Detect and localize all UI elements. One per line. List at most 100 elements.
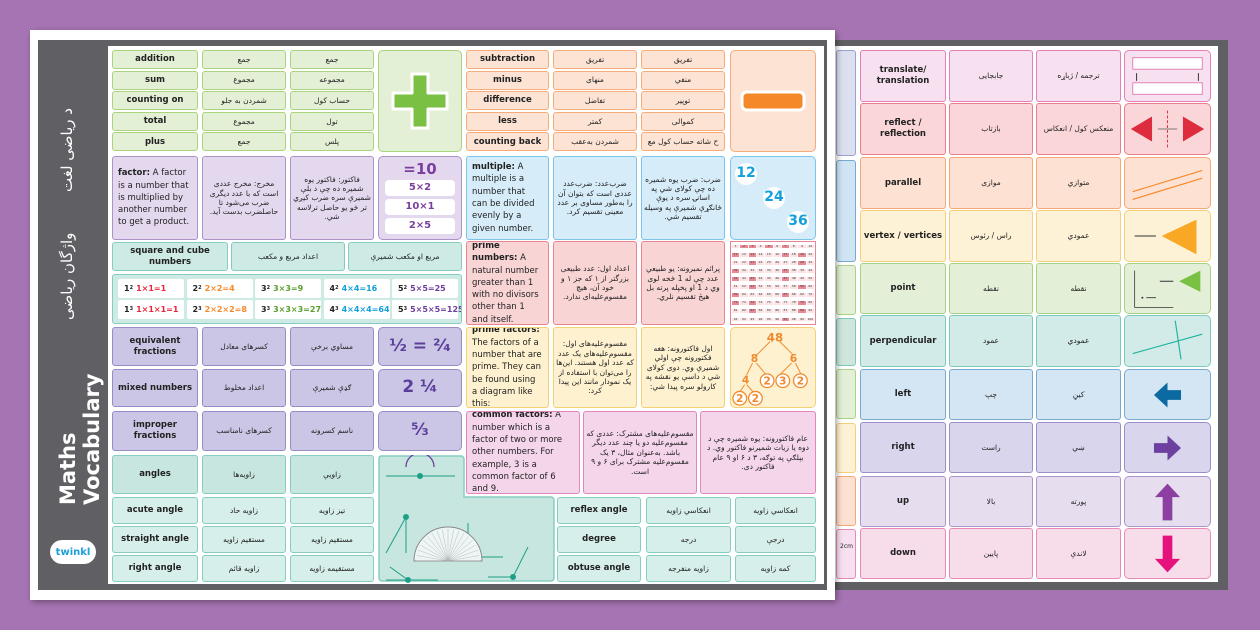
factor-definition: factor: A factor is a number that is mul… (112, 156, 198, 240)
angle-fa-cell: زاویه قائم (202, 555, 286, 582)
back-fa-cell: پایین (949, 528, 1033, 579)
tree-right-right: 2 (797, 375, 804, 388)
back-en-cell: perpendicular (860, 315, 946, 367)
multiple-number: 12 (735, 163, 757, 185)
subtraction-fa-cell: منهای (553, 70, 637, 90)
grid-number: 96 (773, 316, 781, 322)
base: 2 (192, 283, 199, 293)
definition-body: A natural number greater than 1 with no … (472, 253, 539, 325)
angle-type-ps-cell: درجې (735, 526, 816, 553)
back-icon-card (1124, 157, 1211, 209)
term-label: prime factors: (472, 327, 540, 336)
angle-type-fa-cell: زاویه منفرجه (646, 555, 731, 582)
grid-number: 46 (773, 276, 781, 281)
minus-symbol-card (730, 50, 816, 152)
subtraction-en-cell: counting back (466, 132, 549, 152)
exponent: 3 (129, 306, 134, 313)
fraction-example: ½ = ²⁄₄ (378, 327, 462, 366)
grid-number: 16 (773, 251, 781, 257)
minus-icon (740, 90, 806, 112)
back-icon-card (1124, 50, 1211, 102)
fraction-example: ⁵⁄₃ (378, 411, 462, 451)
grid-number: 34 (756, 267, 765, 273)
grid-number: 92 (740, 316, 748, 322)
grid-number: 31 (732, 267, 740, 273)
back-ps-cell: متوازي (1036, 157, 1121, 209)
square-number: 5 2 5×5=25 (392, 279, 458, 298)
grid-number: 44 (756, 276, 765, 281)
square-number: 3 2 3×3=9 (255, 279, 321, 298)
back-fa-cell: بالا (949, 476, 1033, 527)
back-icon-card (1124, 315, 1211, 367)
back-fa-cell: نقطه (949, 263, 1033, 314)
grid-number: 37 (781, 267, 790, 273)
grid-number: 14 (756, 251, 765, 257)
addition-ps-cell: پلس (290, 132, 374, 152)
tree-root: 48 (767, 331, 783, 345)
definition-text: prime numbers: A natural number greater … (472, 242, 543, 325)
base: 2 (192, 304, 199, 314)
factor-pashto: فاکتور: فاکتور یوه شمیره ده چې د بلې شمی… (290, 156, 374, 240)
grid-number: 86 (773, 308, 781, 314)
partial-card (836, 369, 856, 419)
term-label: multiple: (472, 162, 515, 173)
grid-number: 27 (781, 259, 790, 265)
angle-en-cell: angles (112, 455, 198, 494)
twinkl-logo: twinkl (50, 540, 96, 564)
factor-example: 2×5 (385, 218, 455, 234)
multiple-number: 24 (763, 187, 785, 209)
factor-example-card: =10 5×2 10×1 2×5 (378, 156, 462, 240)
back-icon-card (1124, 263, 1211, 314)
partial-card (836, 160, 856, 262)
translation-icon (1132, 57, 1203, 95)
back-ps-cell: ښي (1036, 422, 1121, 473)
grid-number: 26 (773, 259, 781, 265)
base: 4 (329, 304, 336, 314)
grid-number: 69 (798, 292, 806, 297)
fraction-ps-cell: ناسم کسرونه (290, 411, 374, 451)
exponent: 2 (266, 285, 271, 292)
base: 3 (261, 283, 267, 293)
grid-number: 89 (798, 308, 806, 314)
grid-number: 58 (790, 284, 798, 289)
grid-number: 49 (798, 276, 806, 281)
back-en-cell: right (860, 422, 946, 473)
grid-number: 60 (806, 284, 814, 289)
grid-number: 43 (748, 276, 756, 281)
prime-factors-farsi: مقسوم‌علیه‌های اول: مقسوم‌علیه‌های یک عد… (553, 327, 637, 408)
square-number: 4 2 4×4=16 (323, 279, 390, 298)
definition-text: prime factors: The factors of a number t… (472, 327, 543, 407)
square-number: 2 2 2×2=4 (186, 279, 253, 298)
definition-text: multiple: A multiple is a number that ca… (472, 161, 543, 235)
grid-number: 33 (748, 267, 756, 273)
back-ps-cell: عمودي (1036, 210, 1121, 262)
angles-diagram-card (378, 452, 555, 583)
definition-body: A multiple is a number that can be divid… (472, 162, 535, 234)
grid-number: 76 (773, 300, 781, 306)
angle-type-ps-cell: کمه زاویه (735, 555, 816, 582)
exponent: 2 (403, 285, 408, 292)
subtraction-ps-cell: کموالی (641, 111, 725, 131)
addition-en-cell: addition (112, 50, 198, 69)
reflection-icon (1130, 110, 1205, 148)
cube-number: 5 3 5×5×5=125 (392, 300, 461, 319)
grid-number: 38 (790, 267, 798, 273)
expression: 2×2=4 (204, 283, 235, 293)
protractor-icon (413, 526, 483, 562)
arrow-left-icon (1153, 381, 1182, 408)
base: 3 (261, 304, 267, 314)
base: 1 (124, 304, 130, 314)
grid-number: 59 (798, 284, 806, 289)
back-fa-cell: عمود (949, 315, 1033, 367)
back-en-cell: point (860, 263, 946, 314)
grid-number: 85 (765, 308, 773, 314)
angle-type-en-cell: reflex angle (557, 497, 641, 524)
grid-number: 64 (756, 292, 765, 297)
back-en-cell: up (860, 476, 946, 527)
addition-en-cell: counting on (112, 91, 198, 111)
tree-left-left: 4 (742, 374, 749, 387)
perpendicular-lines-icon (1132, 320, 1203, 360)
grid-number: 53 (748, 284, 756, 289)
exponent: 2 (198, 285, 202, 292)
back-en-cell: left (860, 369, 946, 420)
